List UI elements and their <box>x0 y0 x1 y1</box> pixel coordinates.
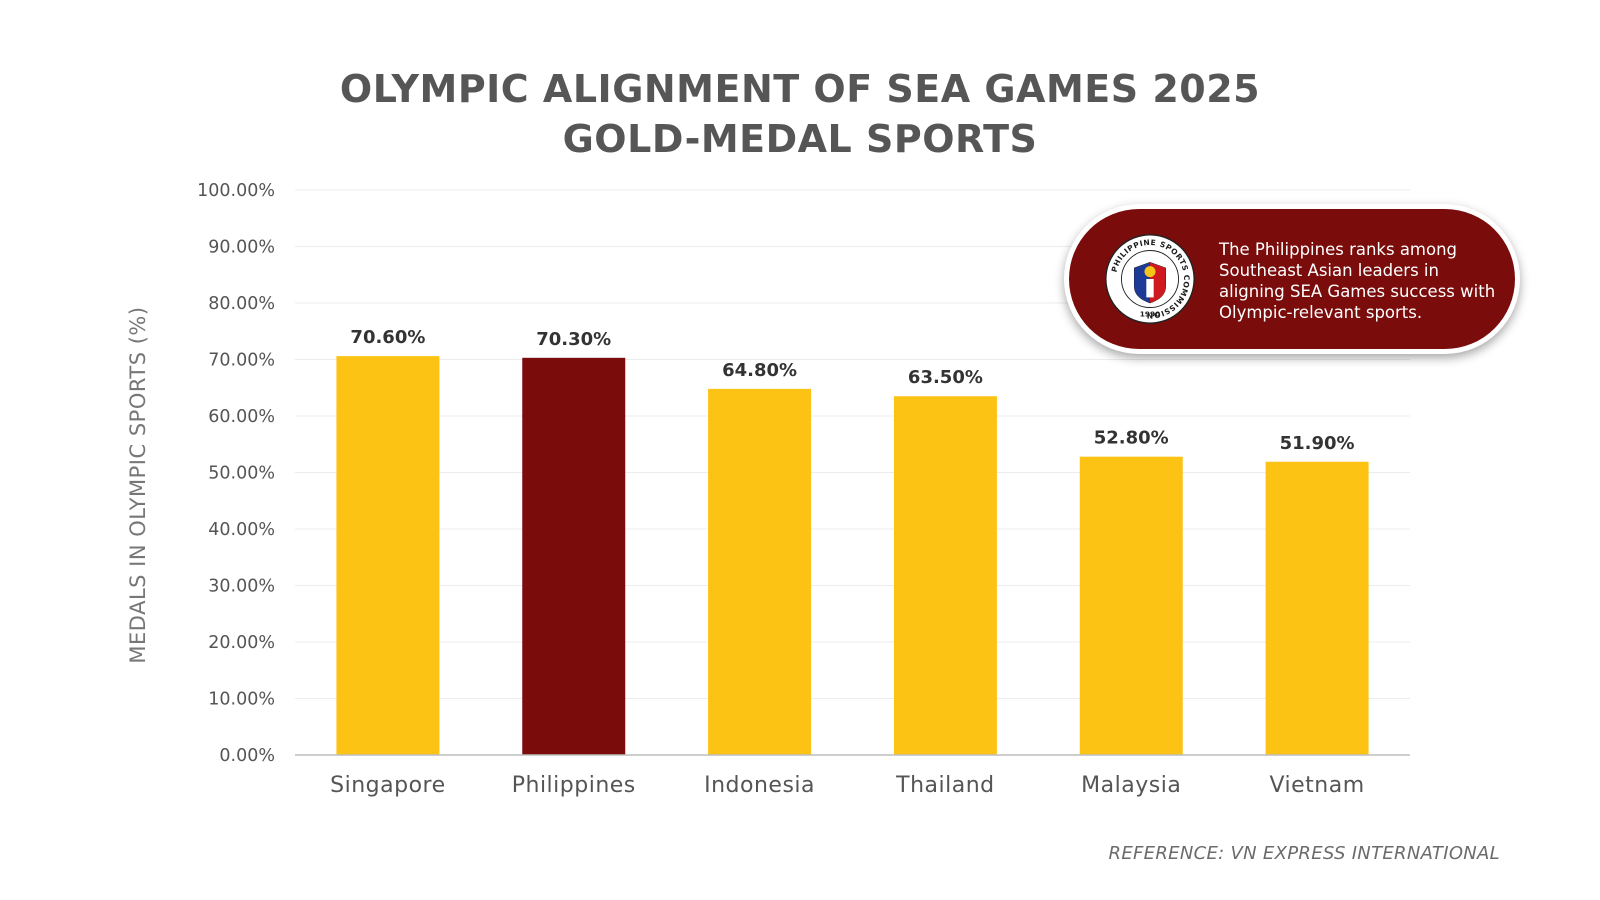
chart-title: OLYMPIC ALIGNMENT OF SEA GAMES 2025 GOLD… <box>0 64 1600 164</box>
y-tick-label: 80.00% <box>208 294 275 314</box>
sports-commission-seal-icon: PHILIPPINE SPORTS COMMISSION 1990 <box>1105 234 1195 324</box>
reference-note: REFERENCE: VN EXPRESS INTERNATIONAL <box>1108 843 1500 864</box>
data-label: 64.80% <box>722 360 797 381</box>
y-axis-title: MEDALS IN OLYMPIC SPORTS (%) <box>126 306 150 663</box>
bar-vietnam <box>1265 461 1369 755</box>
y-tick-label: 50.00% <box>208 464 275 484</box>
y-tick-label: 30.00% <box>208 577 275 597</box>
y-tick-label: 0.00% <box>219 746 275 766</box>
x-tick-label: Thailand <box>895 773 994 798</box>
callout-badge: PHILIPPINE SPORTS COMMISSION 1990 The Ph… <box>1064 204 1520 354</box>
x-tick-label: Singapore <box>330 773 446 798</box>
bar-malaysia <box>1079 456 1183 755</box>
callout-background: PHILIPPINE SPORTS COMMISSION 1990 The Ph… <box>1069 209 1515 349</box>
bar-singapore <box>336 356 440 755</box>
x-tick-label: Malaysia <box>1081 773 1181 798</box>
x-tick-label: Vietnam <box>1269 773 1364 798</box>
y-tick-label: 70.00% <box>208 351 275 371</box>
bar-indonesia <box>708 388 812 755</box>
data-label: 52.80% <box>1094 428 1169 449</box>
bar-thailand <box>893 396 997 755</box>
y-tick-label: 60.00% <box>208 407 275 427</box>
data-label: 70.60% <box>350 327 425 348</box>
y-tick-label: 40.00% <box>208 520 275 540</box>
x-tick-label: Indonesia <box>704 773 815 798</box>
x-tick-label: Philippines <box>512 773 636 798</box>
y-tick-label: 10.00% <box>208 690 275 710</box>
seal-year: 1990 <box>1140 310 1160 319</box>
data-label: 51.90% <box>1280 433 1355 454</box>
callout-text: The Philippines ranks among Southeast As… <box>1219 240 1496 322</box>
y-tick-label: 100.00% <box>197 181 275 201</box>
bar-philippines <box>522 357 626 755</box>
y-tick-label: 20.00% <box>208 633 275 653</box>
chart-title-line-1: OLYMPIC ALIGNMENT OF SEA GAMES 2025 <box>339 67 1261 111</box>
y-tick-label: 90.00% <box>208 238 275 258</box>
data-label: 63.50% <box>908 367 983 388</box>
data-label: 70.30% <box>536 329 611 350</box>
chart-title-line-2: GOLD-MEDAL SPORTS <box>562 117 1038 161</box>
